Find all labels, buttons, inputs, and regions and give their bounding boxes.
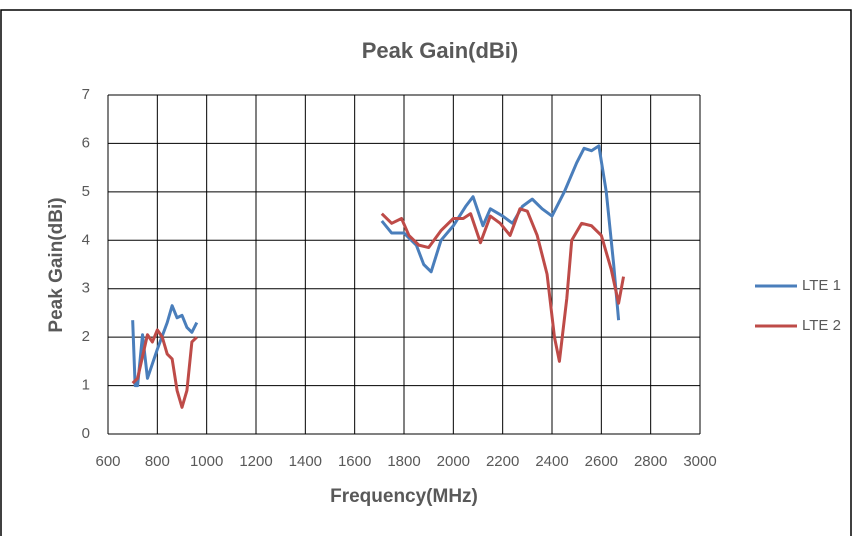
- y-tick-label: 0: [82, 425, 90, 442]
- x-tick-label: 1000: [190, 453, 223, 470]
- x-tick-label: 600: [95, 453, 120, 470]
- legend-label: LTE 1: [802, 277, 841, 294]
- x-tick-label: 2600: [585, 453, 618, 470]
- x-tick-label: 1800: [387, 453, 420, 470]
- y-axis-label: Peak Gain(dBi): [46, 197, 67, 332]
- line-series: [131, 207, 626, 409]
- x-axis-label: Frequency(MHz): [330, 486, 478, 507]
- x-tick-label: 800: [145, 453, 170, 470]
- y-tick-label: 5: [82, 183, 90, 200]
- legend-label: LTE 2: [802, 317, 841, 334]
- x-tick-label: 2400: [535, 453, 568, 470]
- x-tick-label: 1200: [239, 453, 272, 470]
- x-tick-label: 2800: [634, 453, 667, 470]
- y-tick-label: 7: [82, 86, 90, 103]
- y-tick-label: 6: [82, 134, 90, 151]
- y-tick-label: 2: [82, 328, 90, 345]
- y-tick-label: 3: [82, 280, 90, 297]
- x-tick-label: 1600: [338, 453, 371, 470]
- x-tick-label: 1400: [289, 453, 322, 470]
- line-series: [131, 144, 621, 388]
- x-tick-label: 3000: [683, 453, 716, 470]
- x-tick-label: 2000: [437, 453, 470, 470]
- y-tick-label: 1: [82, 377, 90, 394]
- chart-frame: [0, 9, 852, 536]
- y-tick-label: 4: [82, 231, 90, 248]
- x-tick-label: 2200: [486, 453, 519, 470]
- chart-title: Peak Gain(dBi): [362, 38, 518, 63]
